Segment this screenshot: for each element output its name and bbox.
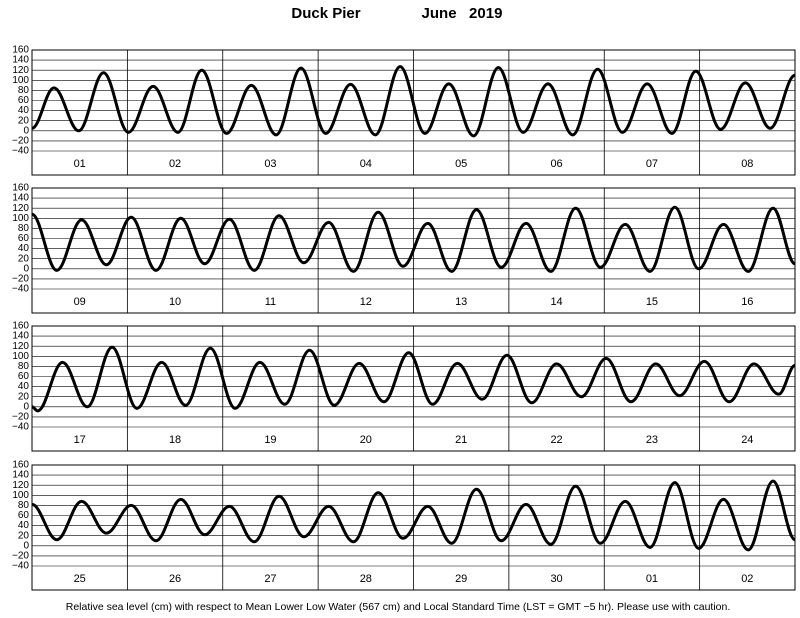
x-tick-label: 01 [646, 573, 658, 585]
y-tick-label: 60 [18, 510, 30, 521]
chart-date: June 2019 [422, 5, 503, 22]
y-tick-label: 60 [18, 95, 30, 106]
y-tick-label: 100 [12, 75, 29, 86]
y-tick-label: 0 [23, 401, 29, 412]
y-tick-label: 40 [18, 520, 30, 531]
x-tick-label: 14 [550, 296, 562, 308]
y-tick-label: 80 [18, 85, 30, 96]
y-tick-label: 140 [12, 331, 29, 342]
x-tick-label: 27 [264, 573, 276, 585]
y-tick-label: 80 [18, 223, 30, 234]
y-tick-label: −20 [12, 551, 29, 562]
x-tick-label: 02 [169, 158, 181, 170]
footnote: Relative sea level (cm) with respect to … [66, 601, 731, 613]
x-tick-label: 09 [74, 296, 86, 308]
y-tick-label: 0 [23, 125, 29, 136]
x-tick-label: 03 [264, 158, 276, 170]
x-tick-label: 02 [741, 573, 753, 585]
x-tick-label: 15 [646, 296, 658, 308]
x-tick-label: 24 [741, 434, 753, 446]
x-tick-label: 04 [360, 158, 372, 170]
y-tick-label: 60 [18, 371, 30, 382]
y-tick-label: 120 [12, 341, 29, 352]
x-tick-label: 18 [169, 434, 181, 446]
x-tick-label: 20 [360, 434, 372, 446]
x-tick-label: 30 [550, 573, 562, 585]
x-tick-label: 19 [264, 434, 276, 446]
y-tick-label: 160 [12, 321, 29, 332]
y-tick-label: 40 [18, 105, 30, 116]
y-tick-label: 0 [23, 263, 29, 274]
tide-curve [31, 345, 796, 413]
x-tick-label: 22 [550, 434, 562, 446]
y-tick-label: −20 [12, 412, 29, 423]
y-tick-label: 20 [18, 391, 30, 402]
y-tick-label: 140 [12, 470, 29, 481]
tide-curve [31, 479, 797, 552]
y-tick-label: 120 [12, 203, 29, 214]
tide-curve [31, 65, 796, 138]
y-tick-label: −40 [12, 146, 29, 157]
y-tick-label: 160 [12, 183, 29, 194]
tide-curve [31, 205, 796, 273]
y-tick-label: 160 [12, 460, 29, 471]
y-tick-label: 80 [18, 500, 30, 511]
y-tick-label: −20 [12, 274, 29, 285]
y-tick-label: 60 [18, 233, 30, 244]
y-tick-label: 80 [18, 361, 30, 372]
y-tick-label: 20 [18, 530, 30, 541]
x-tick-label: 05 [455, 158, 467, 170]
x-tick-label: 26 [169, 573, 181, 585]
y-tick-label: 40 [18, 381, 30, 392]
x-tick-label: 17 [74, 434, 86, 446]
y-tick-label: −40 [12, 561, 29, 572]
x-tick-label: 01 [74, 158, 86, 170]
y-tick-label: 20 [18, 253, 30, 264]
y-tick-label: 20 [18, 115, 30, 126]
x-tick-label: 29 [455, 573, 467, 585]
y-tick-label: 160 [12, 45, 29, 56]
y-tick-label: −40 [12, 284, 29, 295]
x-tick-label: 07 [646, 158, 658, 170]
x-tick-label: 10 [169, 296, 181, 308]
chart-title: Duck Pier [291, 5, 360, 22]
y-tick-label: −40 [12, 422, 29, 433]
x-tick-label: 08 [741, 158, 753, 170]
x-tick-label: 23 [646, 434, 658, 446]
x-tick-label: 28 [360, 573, 372, 585]
x-tick-label: 16 [741, 296, 753, 308]
y-tick-label: −20 [12, 136, 29, 147]
y-tick-label: 100 [12, 490, 29, 501]
y-tick-label: 120 [12, 480, 29, 491]
y-tick-label: 140 [12, 193, 29, 204]
y-tick-label: 40 [18, 243, 30, 254]
y-tick-label: 120 [12, 65, 29, 76]
y-tick-label: 100 [12, 213, 29, 224]
x-tick-label: 13 [455, 296, 467, 308]
y-tick-label: 100 [12, 351, 29, 362]
x-tick-label: 25 [74, 573, 86, 585]
x-tick-label: 11 [265, 296, 276, 308]
x-tick-label: 21 [455, 434, 467, 446]
x-tick-label: 12 [360, 296, 372, 308]
x-tick-label: 06 [550, 158, 562, 170]
y-tick-label: 0 [23, 540, 29, 551]
y-tick-label: 140 [12, 55, 29, 66]
